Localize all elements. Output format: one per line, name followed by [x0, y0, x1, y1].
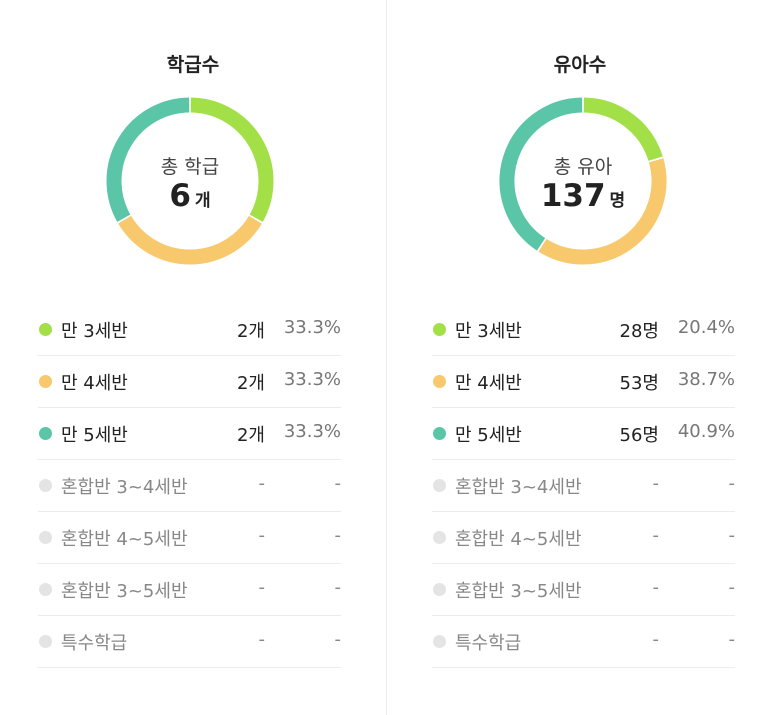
- legend-row: 만 5세반 2개 33.3%: [38, 408, 341, 460]
- class-count-legend: 만 3세반 2개 33.3% 만 4세반 2개 33.3% 만 5세반 2개 33.3% 혼합반 …: [38, 304, 341, 668]
- legend-label: 특수학급: [61, 633, 128, 654]
- legend-percent: -: [334, 525, 342, 546]
- legend-percent: 20.4%: [677, 317, 735, 338]
- legend-dot-icon: [39, 583, 52, 596]
- legend-label: 혼합반 3~5세반: [455, 581, 582, 602]
- legend-row: 혼합반 3~4세반 - -: [38, 460, 341, 512]
- child-count-panel: 유아수 총 유아 137 명 만 3세반 28명 20.4% 만 4세반 53명 38.7%…: [387, 0, 773, 715]
- legend-count: -: [652, 577, 660, 598]
- legend-percent: 40.9%: [677, 421, 735, 442]
- panel-divider: [386, 0, 387, 715]
- child-count-title: 유아수: [553, 54, 607, 76]
- legend-dot-icon: [39, 323, 52, 336]
- legend-dot-icon: [433, 375, 446, 388]
- legend-row: 혼합반 4~5세반 - -: [432, 512, 735, 564]
- legend-dot-icon: [39, 427, 52, 440]
- child-count-total-value: 137: [540, 178, 606, 214]
- legend-label: 특수학급: [455, 633, 522, 654]
- legend-percent: -: [728, 525, 736, 546]
- legend-count: 2개: [236, 373, 265, 394]
- legend-count: -: [652, 473, 660, 494]
- legend-count: 56명: [619, 425, 659, 446]
- legend-row: 혼합반 3~5세반 - -: [432, 564, 735, 616]
- legend-dot-icon: [39, 479, 52, 492]
- legend-count: -: [652, 525, 660, 546]
- legend-label: 만 5세반: [61, 425, 128, 446]
- legend-dot-icon: [433, 323, 446, 336]
- legend-percent: -: [334, 629, 342, 650]
- legend-label: 혼합반 4~5세반: [455, 529, 582, 550]
- legend-count: 2개: [236, 321, 265, 342]
- legend-dot-icon: [433, 479, 446, 492]
- class-count-center-label: 총 학급: [160, 156, 220, 178]
- class-count-total-unit: 개: [194, 191, 211, 211]
- legend-percent: -: [728, 577, 736, 598]
- legend-row: 만 4세반 53명 38.7%: [432, 356, 735, 408]
- legend-label: 만 4세반: [61, 373, 128, 394]
- class-count-title: 학급수: [166, 54, 220, 76]
- class-count-donut: [106, 97, 274, 265]
- legend-percent: -: [334, 473, 342, 494]
- class-count-slice-3: [106, 97, 190, 222]
- child-count-legend: 만 3세반 28명 20.4% 만 4세반 53명 38.7% 만 5세반 56명 40.9% 혼…: [432, 304, 735, 668]
- legend-percent: 38.7%: [677, 369, 735, 390]
- class-count-total-value: 6: [169, 178, 191, 214]
- legend-count: -: [258, 525, 266, 546]
- legend-percent: 33.3%: [283, 369, 341, 390]
- legend-count: 53명: [619, 373, 659, 394]
- legend-count: 2개: [236, 425, 265, 446]
- legend-dot-icon: [39, 375, 52, 388]
- child-count-slice-1: [583, 97, 663, 162]
- legend-row: 만 4세반 2개 33.3%: [38, 356, 341, 408]
- legend-row: 혼합반 3~4세반 - -: [432, 460, 735, 512]
- legend-label: 혼합반 3~4세반: [455, 477, 582, 498]
- child-count-center-label: 총 유아: [553, 156, 613, 178]
- legend-label: 만 3세반: [455, 321, 522, 342]
- legend-label: 만 3세반: [61, 321, 128, 342]
- legend-row: 특수학급 - -: [432, 616, 735, 668]
- legend-row: 특수학급 - -: [38, 616, 341, 668]
- legend-count: -: [258, 629, 266, 650]
- legend-label: 혼합반 4~5세반: [61, 529, 188, 550]
- legend-row: 만 3세반 2개 33.3%: [38, 304, 341, 356]
- legend-dot-icon: [433, 583, 446, 596]
- legend-row: 만 3세반 28명 20.4%: [432, 304, 735, 356]
- legend-label: 혼합반 3~4세반: [61, 477, 188, 498]
- legend-label: 만 4세반: [455, 373, 522, 394]
- legend-percent: 33.3%: [283, 317, 341, 338]
- legend-count: -: [258, 577, 266, 598]
- legend-row: 혼합반 4~5세반 - -: [38, 512, 341, 564]
- legend-count: 28명: [619, 321, 659, 342]
- legend-row: 만 5세반 56명 40.9%: [432, 408, 735, 460]
- legend-dot-icon: [39, 635, 52, 648]
- legend-percent: -: [728, 473, 736, 494]
- legend-dot-icon: [39, 531, 52, 544]
- legend-count: -: [258, 473, 266, 494]
- legend-count: -: [652, 629, 660, 650]
- legend-dot-icon: [433, 635, 446, 648]
- legend-row: 혼합반 3~5세반 - -: [38, 564, 341, 616]
- legend-percent: 33.3%: [283, 421, 341, 442]
- child-count-total-unit: 명: [609, 191, 626, 211]
- legend-dot-icon: [433, 427, 446, 440]
- legend-percent: -: [728, 629, 736, 650]
- child-count-slice-2: [538, 158, 667, 265]
- legend-dot-icon: [433, 531, 446, 544]
- child-count-total: 137 명: [488, 178, 678, 214]
- legend-percent: -: [334, 577, 342, 598]
- class-count-slice-2: [118, 215, 262, 265]
- legend-label: 혼합반 3~5세반: [61, 581, 188, 602]
- legend-label: 만 5세반: [455, 425, 522, 446]
- class-count-slice-1: [190, 97, 274, 222]
- child-count-slice-3: [499, 97, 583, 251]
- child-count-donut: [499, 97, 667, 265]
